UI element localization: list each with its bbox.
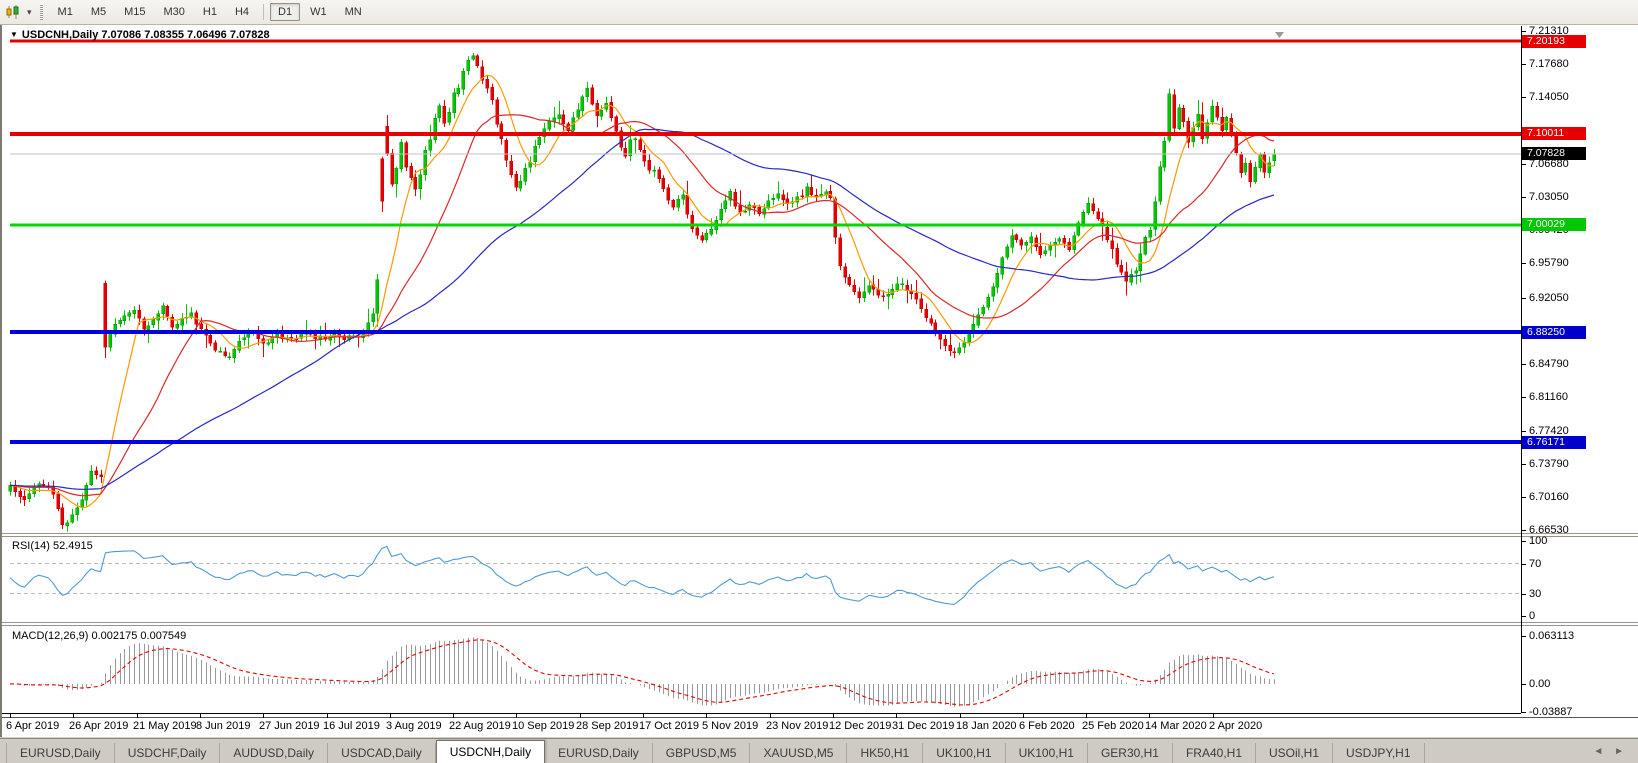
chart-tab-bar: EURUSD,Daily USDCHF,Daily AUDUSD,Daily USDC… xyxy=(0,738,1638,763)
date-tick-label: 21 May 2019 xyxy=(133,720,197,732)
collapse-triangle-icon[interactable]: ▼ xyxy=(10,30,18,39)
timeframe-button-mn[interactable]: MN xyxy=(344,6,362,18)
price-tick-label: 7.03050 xyxy=(1529,191,1569,203)
chart-tab-fra40-h1[interactable]: FRA40,H1 xyxy=(1173,743,1256,763)
timeframe-button-w1[interactable]: W1 xyxy=(310,6,327,18)
chart-tab-usdcnh-daily[interactable]: USDCNH,Daily xyxy=(435,740,546,763)
price-tick-label: 6.84790 xyxy=(1529,358,1569,370)
chart-tab-hk50-h1[interactable]: HK50,H1 xyxy=(847,743,924,763)
rsi-scale-label: 70 xyxy=(1529,558,1542,570)
price-tick-label: 6.95790 xyxy=(1529,257,1569,269)
chart-tab-eurusd-daily[interactable]: EURUSD,Daily xyxy=(6,743,115,763)
price-tick-label: 6.81160 xyxy=(1529,391,1568,403)
chart-tab-uk100-h1[interactable]: UK100,H1 xyxy=(923,743,1006,763)
date-tick-label: 27 Jun 2019 xyxy=(259,720,320,732)
date-tick-label: 18 Jan 2020 xyxy=(956,720,1017,732)
chart-tab-ger30-h1[interactable]: GER30,H1 xyxy=(1088,743,1173,763)
chart-tab-usdjpy-h1[interactable]: USDJPY,H1 xyxy=(1333,743,1425,763)
chart-tab-xauusd-m5[interactable]: XAUUSD,M5 xyxy=(750,743,848,763)
macd-label: MACD(12,26,9) 0.002175 0.007549 xyxy=(12,630,187,642)
date-tick-label: 6 Feb 2020 xyxy=(1019,720,1075,732)
date-tick-label: 5 Nov 2019 xyxy=(702,720,759,732)
price-tick-label: 6.77420 xyxy=(1529,425,1569,437)
timeframe-toolbar: ▾ M1 M5 M15 M30 H1 H4 D1 W1 MN xyxy=(0,0,1638,25)
date-tick-label: 26 Apr 2019 xyxy=(69,720,129,732)
date-tick-label: 6 Apr 2019 xyxy=(6,720,60,732)
chart-title-text: USDCNH,Daily 7.07086 7.08355 7.06496 7.0… xyxy=(21,29,270,41)
price-badge-7.00029: 7.00029 xyxy=(1522,218,1586,231)
chart-window: ▼ USDCNH,Daily 7.07086 7.08355 7.06496 7.… xyxy=(0,25,1638,737)
date-tick-label: 17 Oct 2019 xyxy=(639,720,699,732)
chart-tab-usdchf-daily[interactable]: USDCHF,Daily xyxy=(115,743,221,763)
date-tick-label: 22 Aug 2019 xyxy=(449,720,511,732)
date-tick-label: 16 Jul 2019 xyxy=(323,720,380,732)
macd-scale-label: -0.03887 xyxy=(1529,706,1573,718)
price-badge-7.20193: 7.20193 xyxy=(1522,35,1586,48)
timeframe-button-h1[interactable]: H1 xyxy=(202,6,217,18)
rsi-scale-label: 0 xyxy=(1529,610,1536,622)
tab-scroll-arrows[interactable]: ◄ ► xyxy=(1593,746,1628,757)
macd-scale-label: 0.00 xyxy=(1529,678,1551,690)
price-badge-6.88250: 6.88250 xyxy=(1522,326,1586,339)
chart-tab-gbpusd-m5[interactable]: GBPUSD,M5 xyxy=(653,743,751,763)
date-tick-label: 3 Aug 2019 xyxy=(386,720,442,732)
price-badge-6.76171: 6.76171 xyxy=(1522,436,1586,449)
rsi-label: RSI(14) 52.4915 xyxy=(12,540,93,552)
date-tick-label: 23 Nov 2019 xyxy=(766,720,829,732)
date-tick-label: 25 Feb 2020 xyxy=(1082,720,1144,732)
chart-type-icon[interactable] xyxy=(5,5,23,19)
price-tick-label: 7.17680 xyxy=(1529,58,1569,70)
price-tick-label: 7.14050 xyxy=(1529,91,1569,103)
timeframe-button-m5[interactable]: M5 xyxy=(90,6,107,18)
timeframe-button-h4[interactable]: H4 xyxy=(234,6,250,18)
price-tick-label: 7.21310 xyxy=(1529,25,1569,37)
toolbar-grip[interactable] xyxy=(39,4,43,20)
date-tick-label: 28 Sep 2019 xyxy=(576,720,639,732)
chart-title: ▼ USDCNH,Daily 7.07086 7.08355 7.06496 7.… xyxy=(10,29,270,41)
chart-canvas[interactable] xyxy=(2,25,1638,737)
chart-tab-usdcad-daily[interactable]: USDCAD,Daily xyxy=(328,743,436,763)
timeframe-button-m15[interactable]: M15 xyxy=(124,6,146,18)
chart-tab-audusd-daily[interactable]: AUDUSD,Daily xyxy=(220,743,329,763)
chevron-down-icon[interactable]: ▾ xyxy=(27,6,32,17)
date-tick-label: 10 Sep 2019 xyxy=(512,720,575,732)
date-tick-label: 14 Mar 2020 xyxy=(1145,720,1207,732)
price-tick-label: 7.06680 xyxy=(1529,158,1569,170)
date-tick-label: 2 Apr 2020 xyxy=(1209,720,1263,732)
toolbar-separator xyxy=(263,4,265,20)
macd-scale-label: 0.063113 xyxy=(1529,630,1575,642)
timeframe-button-m30[interactable]: M30 xyxy=(163,6,185,18)
rsi-scale-label: 100 xyxy=(1529,535,1548,547)
timeframe-button-d1[interactable]: D1 xyxy=(270,3,301,21)
price-tick-label: 6.73790 xyxy=(1529,458,1569,470)
date-tick-label: 31 Dec 2019 xyxy=(892,720,955,732)
price-tick-label: 6.92050 xyxy=(1529,292,1569,304)
price-badge-7.07828: 7.07828 xyxy=(1522,147,1586,160)
date-tick-label: 8 Jun 2019 xyxy=(196,720,251,732)
chart-tab-uk100-h1[interactable]: UK100,H1 xyxy=(1006,743,1088,763)
price-badge-7.10011: 7.10011 xyxy=(1522,127,1586,140)
timeframe-button-m1[interactable]: M1 xyxy=(57,6,73,18)
chart-tab-eurusd-daily[interactable]: EURUSD,Daily xyxy=(545,743,653,763)
chart-tab-usoil-h1[interactable]: USOil,H1 xyxy=(1256,743,1334,763)
price-tick-label: 6.70160 xyxy=(1529,491,1569,503)
date-tick-label: 12 Dec 2019 xyxy=(829,720,892,732)
price-tick-label: 6.66530 xyxy=(1529,524,1569,536)
rsi-scale-label: 30 xyxy=(1529,588,1542,600)
